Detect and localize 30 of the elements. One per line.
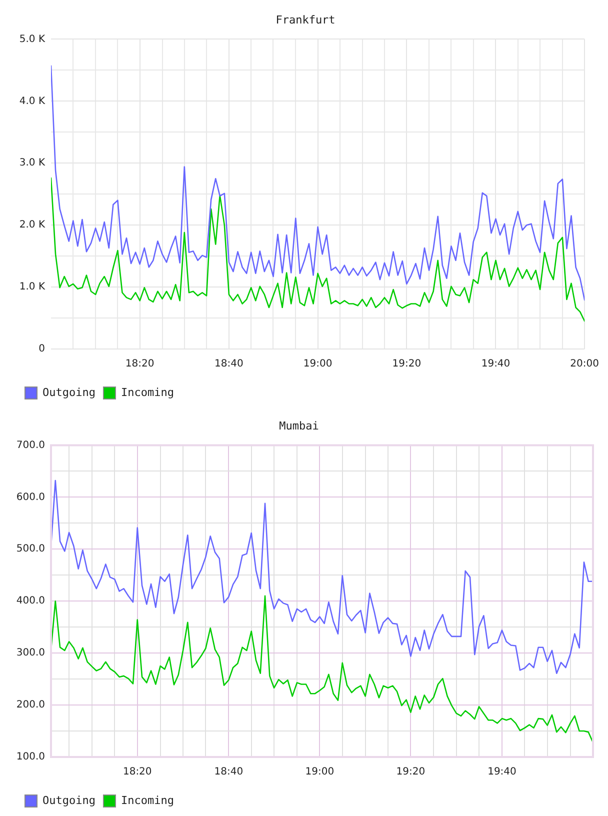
x-tick-label: 19:20	[396, 766, 426, 778]
y-tick-label: 5.0 K	[19, 34, 46, 45]
y-tick-label: 500.0	[16, 544, 45, 555]
y-tick-label: 1.0 K	[19, 282, 46, 293]
legend-label: Outgoing	[42, 794, 96, 807]
y-tick-label: 600.0	[16, 492, 45, 503]
x-tick-label: 20:00	[570, 358, 600, 370]
x-tick-label: 18:20	[125, 358, 154, 370]
y-tick-label: 4.0 K	[19, 96, 46, 107]
x-tick-label: 19:00	[305, 766, 334, 778]
chart-title: Frankfurt	[276, 13, 336, 26]
y-tick-label: 0	[38, 344, 45, 355]
x-tick-label: 19:00	[303, 358, 332, 370]
y-tick-label: 300.0	[16, 648, 45, 659]
legend-label: Outgoing	[42, 386, 96, 399]
x-tick-label: 19:40	[481, 358, 510, 370]
legend-label: Incoming	[120, 386, 174, 399]
y-tick-label: 400.0	[16, 596, 45, 607]
x-tick-label: 18:40	[214, 358, 244, 370]
y-tick-label: 2.0 K	[19, 220, 46, 231]
y-tick-label: 200.0	[16, 700, 45, 711]
x-tick-label: 19:20	[392, 358, 422, 370]
y-tick-label: 100.0	[16, 752, 45, 763]
x-tick-label: 18:20	[122, 766, 152, 778]
x-tick-label: 19:40	[488, 766, 516, 778]
x-tick-label: 18:40	[214, 766, 244, 778]
legend-label: Incoming	[120, 794, 174, 807]
chart-title: Mumbai	[279, 419, 319, 432]
y-tick-label: 3.0 K	[19, 158, 46, 169]
y-tick-label: 700.0	[16, 440, 45, 451]
